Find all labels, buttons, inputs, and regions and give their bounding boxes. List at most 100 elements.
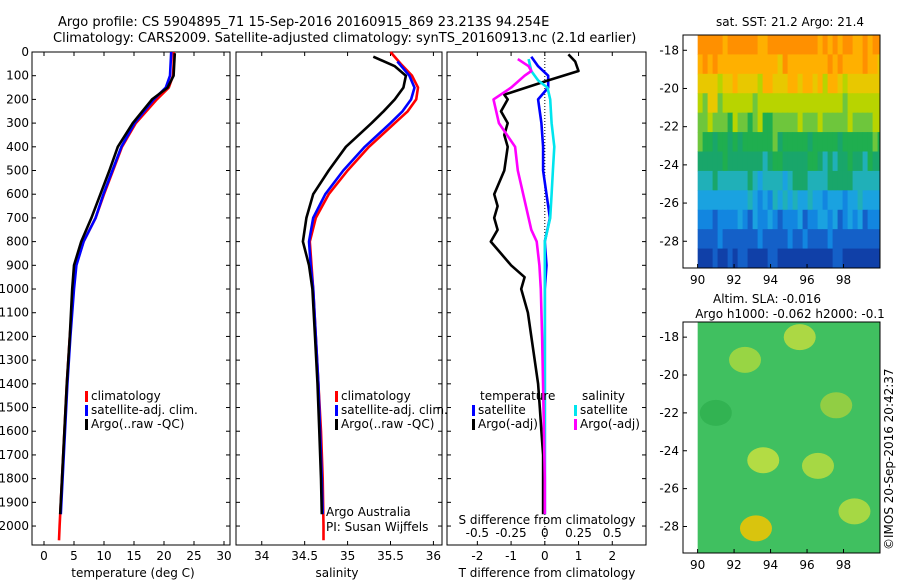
sst-cell [767, 170, 774, 191]
legend-swatch [85, 419, 88, 430]
sst-cell [857, 248, 864, 268]
sst-cell [862, 248, 869, 268]
sst-cell [762, 93, 769, 114]
sst-cell [847, 35, 854, 55]
x-tick-label: -2 [471, 549, 483, 563]
sst-cell [872, 248, 879, 268]
sst-cell [862, 35, 869, 55]
sst-cell [872, 73, 879, 94]
sst-cell [697, 151, 704, 172]
sst-cell [852, 209, 859, 230]
sst-cell [762, 132, 769, 152]
sla-anomaly-blob [801, 452, 834, 479]
sst-cell [802, 73, 809, 94]
sst-cell [757, 170, 764, 191]
sst-cell [717, 248, 724, 268]
sst-cell [782, 229, 789, 250]
sst-cell [697, 54, 704, 75]
depth-tick-label: 1700 [0, 448, 29, 462]
depth-tick-label: 1500 [0, 401, 29, 415]
sst-cell [877, 112, 880, 133]
sst-cell [697, 132, 704, 152]
depth-tick-label: 1600 [0, 424, 29, 438]
sst-cell [777, 190, 784, 211]
sst-cell [812, 93, 819, 114]
sst-cell [767, 112, 774, 133]
sst-cell [787, 209, 794, 230]
sst-cell [797, 190, 804, 211]
sst-cell [802, 151, 809, 172]
sst-cell [742, 170, 749, 191]
sst-cell [792, 112, 799, 133]
sst-cell [737, 248, 744, 268]
sst-cell [852, 248, 859, 268]
sst-cell [742, 190, 749, 211]
sst-cell [792, 151, 799, 172]
sst-cell [847, 73, 854, 94]
sst-cell [717, 93, 724, 114]
sst-cell [877, 229, 880, 250]
sst-cell [777, 229, 784, 250]
sst-cell [752, 170, 759, 191]
sst-cell [702, 170, 709, 191]
sst-cell [747, 132, 754, 152]
sst-cell [777, 248, 784, 268]
sst-cell [737, 190, 744, 211]
sst-cell [732, 229, 739, 250]
sst-cell [707, 132, 714, 152]
sst-cell [737, 35, 744, 55]
sst-cell [767, 229, 774, 250]
sst-cell [832, 132, 839, 152]
sst-cell [807, 112, 814, 133]
sst-cell [782, 248, 789, 268]
sla-anomaly-blob [729, 346, 762, 373]
sst-map-title: sat. SST: 21.2 Argo: 21.4 [716, 15, 864, 29]
sst-cell [747, 54, 754, 75]
sst-cell [732, 112, 739, 133]
x-tick-label: 0 [40, 549, 48, 563]
sst-cell [812, 151, 819, 172]
temperature-axes-frame [31, 51, 231, 546]
legend-label: satellite-adj. clim. [91, 403, 198, 417]
sst-cell [787, 151, 794, 172]
sst-cell [877, 93, 880, 114]
sst-cell [872, 35, 879, 55]
sst-cell [857, 35, 864, 55]
depth-tick-label: 600 [6, 187, 29, 201]
sst-cell [797, 170, 804, 191]
x2-tick-label: 0 [541, 526, 549, 540]
sst-cell [872, 209, 879, 230]
sst-cell [797, 229, 804, 250]
sla_map-field [697, 322, 880, 553]
sst-cell [757, 209, 764, 230]
sla-anomaly-blob [747, 447, 780, 474]
sst-cell [822, 209, 829, 230]
sst-cell [697, 190, 704, 211]
sst-cell [722, 229, 729, 250]
lat-tick-label: -24 [659, 158, 679, 172]
sst-cell [717, 229, 724, 250]
depth-tick-label: 1900 [0, 495, 29, 509]
sst-cell [767, 151, 774, 172]
sst-cell [747, 35, 754, 55]
legend-title-temperature: temperature [480, 389, 555, 403]
sst-cell [722, 73, 729, 94]
sst-cell [722, 209, 729, 230]
legend-label: climatology [91, 389, 161, 403]
x-tick-label: 10 [96, 549, 111, 563]
sst-cell [802, 209, 809, 230]
sst-cell [772, 35, 779, 55]
sst-cell [842, 112, 849, 133]
sst-cell [697, 209, 704, 230]
sst-cell [822, 170, 829, 191]
sst-cell [772, 248, 779, 268]
sst-cell [737, 151, 744, 172]
temperature-series-satellite-adj-clim- [59, 51, 173, 515]
sst-cell [812, 73, 819, 94]
sla-anomaly-blob [838, 498, 871, 525]
annotation-line-1: Argo Australia [326, 505, 411, 519]
sst-cell [832, 73, 839, 94]
sst-cell [782, 132, 789, 152]
sst-cell [782, 93, 789, 114]
sst-cell [842, 93, 849, 114]
